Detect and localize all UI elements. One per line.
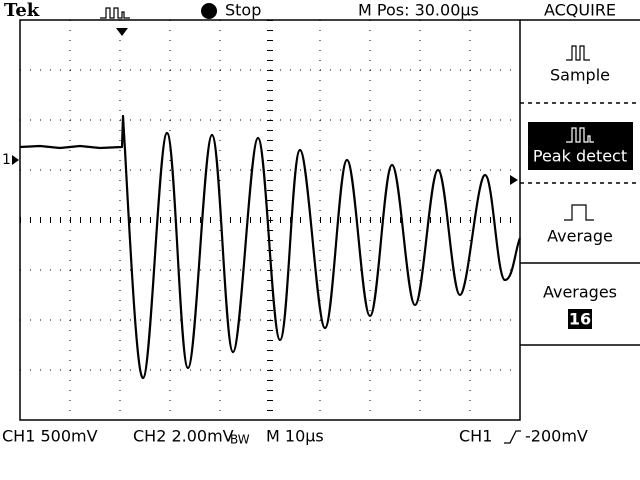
sample-icon — [566, 45, 590, 61]
menu-item[interactable]: Average — [547, 227, 613, 246]
trigger-level: -200mV — [525, 427, 588, 446]
ch2-scale: CH2 2.00mV — [133, 427, 234, 446]
waveform — [19, 114, 522, 380]
ch1-scale: CH1 500mV — [2, 427, 98, 446]
horizontal-position: M Pos: 30.00µs — [358, 1, 479, 20]
trigger-slope — [504, 430, 521, 444]
menu: Sample Peak detect Average Averages 16 — [520, 19, 640, 346]
status: Stop — [225, 1, 261, 20]
average-icon — [564, 204, 594, 221]
bandwidth-limit: BW — [230, 433, 250, 447]
status-dot — [201, 3, 217, 19]
menu-item[interactable]: Peak detect — [533, 147, 627, 166]
trigger-icon — [100, 7, 130, 19]
averages-value-box — [568, 309, 592, 329]
menu-title: ACQUIRE — [544, 1, 616, 20]
channel-marker: 1 — [2, 152, 11, 168]
brand: Tek — [4, 0, 40, 21]
averages-label[interactable]: Averages — [543, 283, 617, 302]
trigger-level-marker — [510, 175, 518, 185]
channel-arrow — [12, 155, 19, 165]
menu-item[interactable]: Sample — [550, 66, 610, 85]
graticule — [19, 19, 521, 421]
trigger-position-marker — [116, 28, 128, 36]
timebase: M 10µs — [266, 427, 324, 446]
trigger-source: CH1 — [459, 427, 492, 446]
averages-value[interactable]: 16 — [569, 310, 591, 329]
peak-detect-icon — [566, 127, 594, 143]
